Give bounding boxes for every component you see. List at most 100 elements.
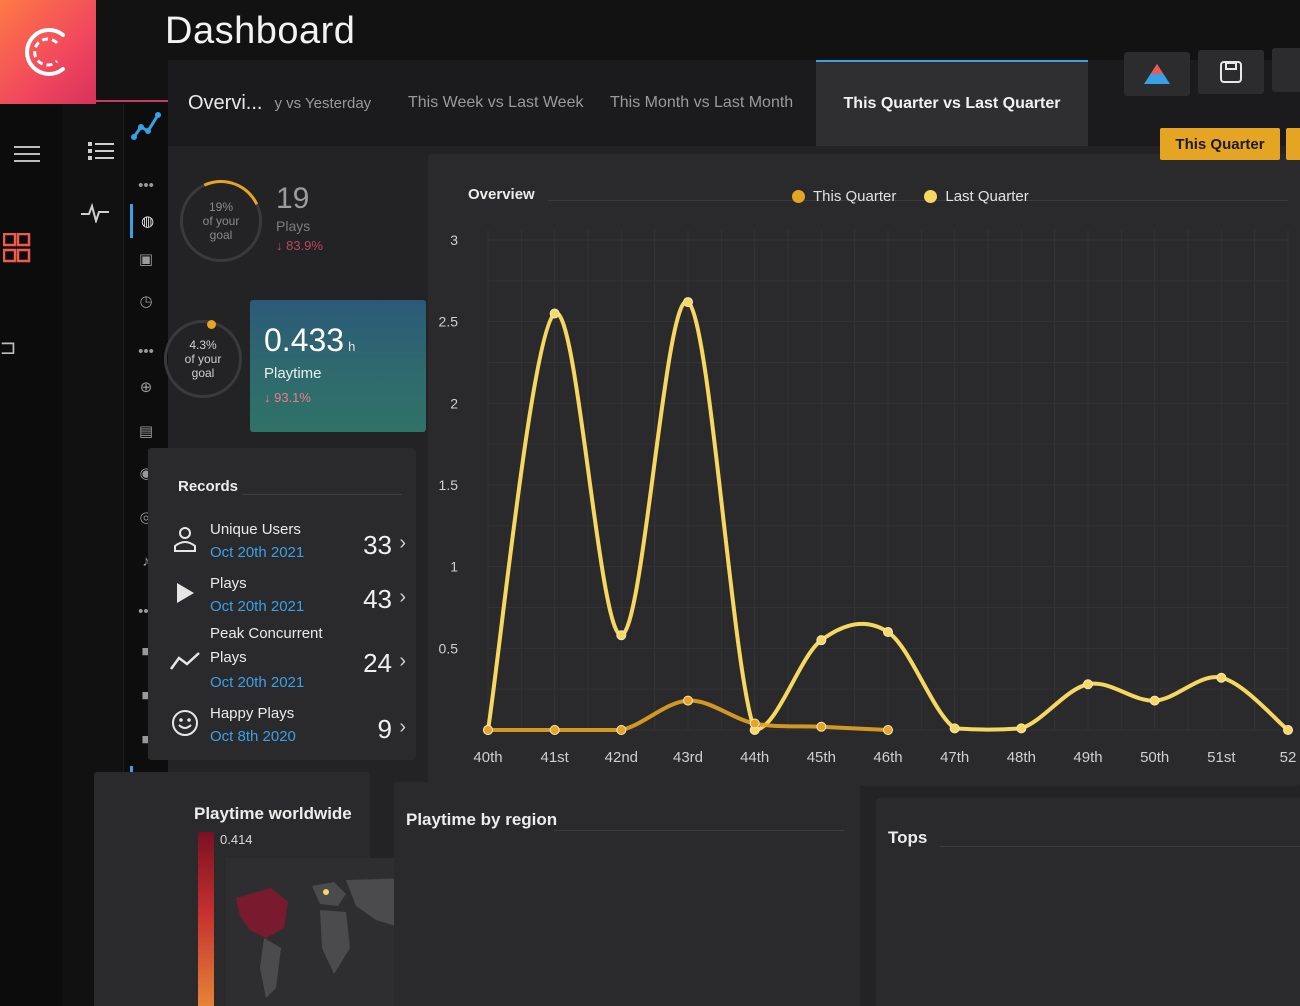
activity-pulse-icon[interactable] xyxy=(80,200,110,226)
save-button[interactable] xyxy=(1198,50,1264,94)
playtime-label: Playtime xyxy=(264,365,322,382)
legend-item-last-quarter[interactable]: Last Quarter xyxy=(924,188,1029,205)
plays-stat[interactable]: 19 Plays ↓ 83.9% xyxy=(276,182,323,253)
data-point xyxy=(883,627,893,637)
data-point xyxy=(483,725,493,735)
overview-line-chart[interactable]: 3 2.5 2 1.5 1 0.5 40th 41st 42nd 43rd 44th 45th 46th… xyxy=(428,154,1300,786)
region-divider xyxy=(554,830,844,831)
x-tick-label: 50th xyxy=(1140,749,1169,766)
playtime-goal-percent: 4.3% xyxy=(189,338,217,352)
data-point xyxy=(1283,725,1293,735)
add-circle-icon[interactable]: ⊕ xyxy=(139,379,153,396)
hamburger-menu-icon[interactable] xyxy=(12,142,42,166)
document-icon[interactable]: ▤ xyxy=(138,423,154,440)
data-point xyxy=(1016,723,1027,734)
folder-icon[interactable]: ■ xyxy=(141,686,151,704)
export-icon[interactable]: ⊐ xyxy=(0,336,17,359)
tab-week[interactable]: This Week vs Last Week xyxy=(408,94,584,111)
record-value: 24 xyxy=(363,648,392,678)
records-title: Records xyxy=(178,478,239,495)
record-value: 33 xyxy=(363,530,392,560)
dashboard-grid-icon[interactable] xyxy=(2,232,32,266)
search-doc-icon[interactable]: ▣ xyxy=(138,251,154,268)
trend-icon xyxy=(170,646,200,676)
more-button[interactable] xyxy=(1272,48,1300,92)
playtime-goal-ring: 4.3% of your goal xyxy=(164,320,242,398)
x-tick-label: 40th xyxy=(473,749,502,766)
y-tick-label: 1 xyxy=(450,559,458,575)
y-tick-label: 1.5 xyxy=(439,477,459,493)
plays-goal-line1: of your xyxy=(202,214,240,228)
y-tick-label: 0.5 xyxy=(439,640,459,656)
app-logo[interactable] xyxy=(0,0,96,104)
data-point xyxy=(816,635,827,646)
x-tick-label: 46th xyxy=(873,749,902,766)
record-name-line2: Plays xyxy=(210,649,247,666)
record-happy-plays[interactable]: Happy Plays Oct 8th 2020 9 › xyxy=(170,696,410,762)
x-tick-label: 48th xyxy=(1007,749,1036,766)
heat-scale-bar xyxy=(198,832,214,1006)
data-point xyxy=(616,630,627,641)
record-plays[interactable]: Plays Oct 20th 2021 43 › xyxy=(170,566,410,632)
tops-panel: Tops xyxy=(876,798,1300,1006)
record-unique-users[interactable]: Unique Users Oct 20th 2021 33 › xyxy=(170,512,410,578)
folder-icon[interactable]: ■ xyxy=(141,642,151,660)
chart-legend: This Quarter Last Quarter xyxy=(792,188,1029,205)
primary-sidebar: ⊐ xyxy=(0,104,62,1006)
data-point xyxy=(1149,695,1160,706)
more-dots-icon[interactable]: ••• xyxy=(138,176,154,194)
playtime-card[interactable]: 0.433 h Playtime ↓ 93.1% xyxy=(250,300,426,432)
folder-icon[interactable]: ■ xyxy=(141,730,151,748)
data-point xyxy=(616,725,627,735)
tab-month[interactable]: This Month vs Last Month xyxy=(610,94,794,111)
more-dots-icon[interactable]: ••• xyxy=(138,342,154,360)
logo-c-icon xyxy=(25,28,65,76)
playtime-unit: h xyxy=(348,339,356,354)
playtime-worldwide-panel: Playtime worldwide 0.414 xyxy=(94,772,436,1006)
record-peak-concurrent[interactable]: Peak Concurrent Plays Oct 20th 2021 24 › xyxy=(170,622,410,702)
this-quarter-button[interactable]: This Quarter xyxy=(1160,128,1280,160)
chevron-right-icon: › xyxy=(399,716,406,738)
data-point xyxy=(549,725,560,735)
y-tick-label: 2.5 xyxy=(439,314,459,330)
last-quarter-button[interactable] xyxy=(1286,128,1300,160)
overview-title: Overview xyxy=(468,186,535,203)
play-icon xyxy=(170,578,200,608)
clock-icon[interactable]: ◷ xyxy=(139,293,153,310)
tab-overview[interactable]: Overvi... y vs Yesterday xyxy=(188,60,371,146)
mountain-button[interactable] xyxy=(1124,52,1190,96)
tops-title: Tops xyxy=(888,828,928,847)
tops-divider xyxy=(940,846,1300,847)
overview-chart-icon[interactable] xyxy=(130,104,162,148)
data-point xyxy=(1216,672,1227,683)
main-content: 19% of your goal 19 Plays ↓ 83.9% 4.3% o… xyxy=(94,128,1300,1006)
legend-dot xyxy=(792,190,805,203)
data-point xyxy=(1083,679,1093,690)
record-value: 43 xyxy=(363,584,392,614)
x-tick-label: 42nd xyxy=(605,749,638,766)
list-view-icon[interactable] xyxy=(86,138,116,164)
record-value: 9 xyxy=(377,714,392,744)
record-date: Oct 20th 2021 xyxy=(210,598,305,615)
plays-value: 19 xyxy=(276,182,310,215)
data-point xyxy=(883,725,893,735)
chevron-right-icon: › xyxy=(399,532,406,554)
legend-item-this-quarter[interactable]: This Quarter xyxy=(792,188,896,205)
tab-quarter[interactable]: This Quarter vs Last Quarter xyxy=(816,60,1088,146)
plays-goal-percent: 19% xyxy=(208,200,234,214)
y-tick-label: 2 xyxy=(450,395,458,411)
bell-icon[interactable]: ♪ xyxy=(142,552,150,570)
worldwide-title: Playtime worldwide xyxy=(194,804,352,823)
record-date: Oct 8th 2020 xyxy=(210,728,296,745)
playtime-by-region-panel: Playtime by region xyxy=(394,782,860,1006)
globe-icon[interactable]: ◍ xyxy=(130,204,162,238)
data-point xyxy=(749,718,760,729)
x-tick-label: 51st xyxy=(1207,749,1236,766)
plays-delta: ↓ 83.9% xyxy=(276,238,323,253)
tab-yesterday-label: y vs Yesterday xyxy=(274,94,372,112)
x-tick-label: 45th xyxy=(807,749,836,766)
smile-icon xyxy=(170,708,200,738)
overview-divider xyxy=(548,200,1288,201)
save-icon xyxy=(1220,61,1242,83)
data-point xyxy=(549,308,560,319)
